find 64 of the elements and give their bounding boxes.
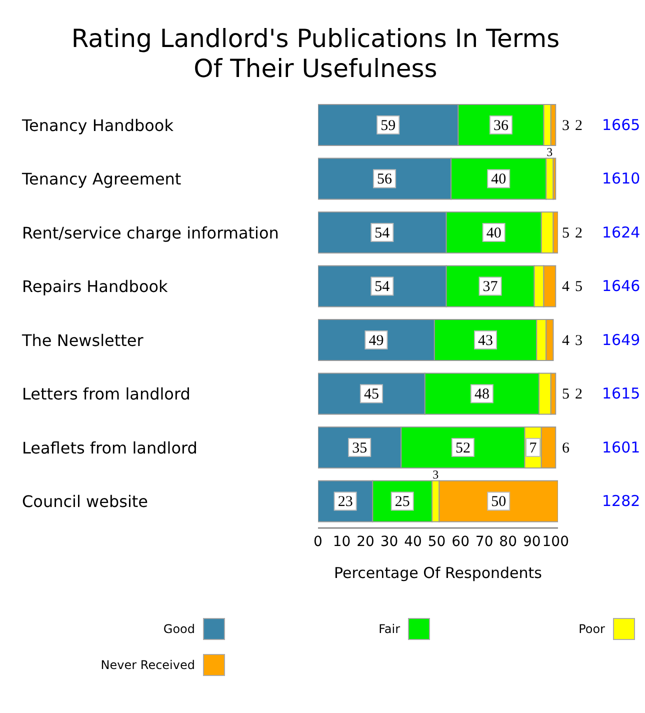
data-label: 25 bbox=[394, 494, 410, 510]
text: 1624 bbox=[602, 223, 640, 242]
data-label: 4 bbox=[562, 279, 570, 296]
data-label: 7 bbox=[529, 440, 538, 456]
data-label: 3 bbox=[546, 145, 553, 160]
data-label: 50 bbox=[491, 494, 506, 510]
legend-label: Never Received bbox=[100, 658, 195, 672]
text: 1282 bbox=[602, 492, 640, 510]
legend-label: Good bbox=[162, 622, 195, 636]
data-label: 3 bbox=[432, 468, 439, 482]
chart-title: Rating Landlord's Publications In Terms Of Their Usefulness bbox=[70, 24, 561, 84]
data-label: 54 bbox=[374, 279, 390, 296]
data-label: 3 bbox=[575, 332, 582, 349]
data-label: 5 bbox=[562, 386, 570, 403]
x-tick-label: 90 bbox=[522, 534, 541, 550]
text: 1601 bbox=[602, 438, 640, 456]
y-tick-label: Letters from landlord bbox=[22, 384, 190, 404]
data-label: 54 bbox=[374, 225, 390, 242]
data-label: 45 bbox=[364, 386, 379, 403]
text: 1610 bbox=[602, 170, 640, 188]
data-label: 4 bbox=[562, 332, 570, 349]
data-label: 35 bbox=[352, 440, 368, 456]
data-label: 37 bbox=[482, 279, 498, 296]
y-tick-label: Rent/service charge information bbox=[22, 223, 279, 242]
x-tick-label: 50 bbox=[428, 534, 446, 550]
x-tick-label: 60 bbox=[452, 534, 470, 550]
data-label: 59 bbox=[380, 118, 396, 134]
data-label: 48 bbox=[474, 386, 490, 403]
data-label: 36 bbox=[493, 118, 509, 134]
y-tick-label: Council website bbox=[22, 492, 148, 512]
data-label: 40 bbox=[491, 172, 506, 188]
text: 1646 bbox=[602, 277, 640, 296]
data-label: 3 bbox=[562, 118, 570, 134]
data-label: 6 bbox=[562, 440, 570, 456]
x-tick-label: 70 bbox=[475, 534, 494, 550]
text: 1649 bbox=[602, 330, 640, 349]
data-label: 2 bbox=[575, 118, 582, 134]
data-label: 23 bbox=[338, 494, 353, 510]
x-tick-label: 20 bbox=[356, 534, 374, 550]
text: 1615 bbox=[602, 384, 640, 403]
data-label: 40 bbox=[486, 225, 502, 242]
x-tick-label: 10 bbox=[332, 534, 351, 550]
x-tick-label: 0 bbox=[314, 534, 322, 550]
x-tick-label: 100 bbox=[542, 534, 569, 550]
data-label: 2 bbox=[575, 386, 582, 403]
text: 1665 bbox=[602, 116, 640, 134]
legend-label: Fair bbox=[378, 622, 400, 636]
y-tick-label: Tenancy Agreement bbox=[21, 170, 182, 189]
data-label: 5 bbox=[575, 279, 582, 296]
x-tick-label: 30 bbox=[380, 534, 398, 550]
data-label: 2 bbox=[575, 225, 582, 242]
x-tick-label: 40 bbox=[404, 534, 422, 550]
legend-label: Poor bbox=[578, 622, 605, 636]
data-label: 5 bbox=[562, 225, 570, 242]
data-label: 43 bbox=[478, 332, 494, 349]
y-tick-label: Tenancy Handbook bbox=[21, 116, 174, 135]
data-label: 49 bbox=[368, 332, 384, 349]
data-label: 56 bbox=[377, 172, 393, 188]
y-tick-label: Leaflets from landlord bbox=[22, 438, 198, 458]
data-label: 52 bbox=[455, 440, 470, 456]
y-tick-label: Repairs Handbook bbox=[22, 277, 169, 296]
y-tick-label: The Newsletter bbox=[21, 330, 144, 350]
x-tick-label: 80 bbox=[499, 534, 518, 550]
x-axis-title: Percentage Of Respondents bbox=[334, 564, 542, 582]
